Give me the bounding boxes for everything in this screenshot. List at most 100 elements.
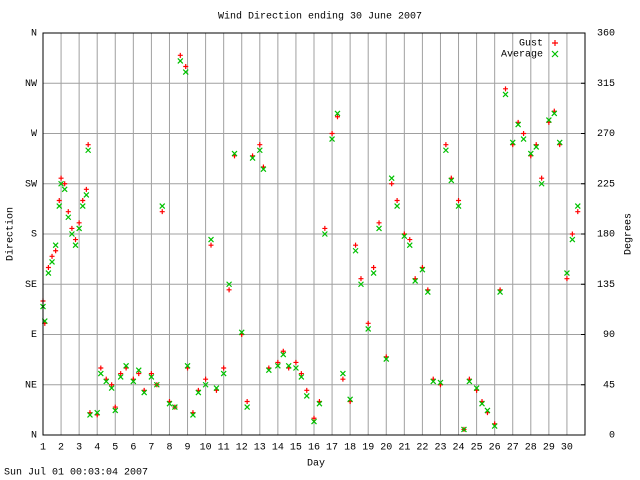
point bbox=[68, 231, 75, 237]
x-tick-label: 2 bbox=[58, 443, 64, 454]
point bbox=[569, 236, 576, 243]
point bbox=[388, 175, 395, 182]
x-tick-label: 22 bbox=[416, 443, 428, 454]
point bbox=[83, 186, 89, 192]
point bbox=[303, 392, 310, 399]
point bbox=[533, 143, 540, 150]
point bbox=[424, 289, 431, 295]
point bbox=[61, 186, 68, 193]
point bbox=[479, 400, 485, 407]
point bbox=[275, 359, 281, 365]
x-tick-label: 6 bbox=[130, 443, 136, 454]
point bbox=[45, 270, 52, 277]
y-tick-label: W bbox=[31, 129, 37, 140]
point bbox=[538, 180, 545, 187]
timestamp: Sun Jul 01 00:03:04 2007 bbox=[4, 467, 148, 479]
point bbox=[334, 114, 340, 120]
point bbox=[443, 142, 449, 148]
point bbox=[238, 329, 245, 336]
x-axis-label: Day bbox=[307, 459, 325, 470]
point bbox=[183, 64, 189, 69]
point bbox=[112, 407, 119, 414]
x-tick-label: 21 bbox=[398, 443, 410, 454]
point bbox=[484, 407, 491, 414]
point bbox=[503, 86, 509, 92]
point bbox=[62, 181, 68, 187]
point bbox=[65, 209, 71, 215]
point bbox=[298, 371, 304, 377]
x-tick-label: 5 bbox=[112, 443, 118, 454]
point bbox=[371, 265, 377, 270]
point bbox=[401, 233, 408, 240]
point bbox=[437, 379, 444, 386]
point bbox=[285, 362, 292, 369]
x-tick-label: 8 bbox=[166, 443, 172, 454]
y-tick-label: N bbox=[31, 431, 37, 442]
point bbox=[527, 150, 534, 157]
x-tick-label: 14 bbox=[272, 443, 284, 454]
point bbox=[280, 348, 286, 354]
x-tick-label: 18 bbox=[344, 443, 356, 454]
point bbox=[407, 237, 413, 243]
y2-tick-label: 360 bbox=[597, 29, 615, 40]
x-tick-label: 29 bbox=[543, 443, 555, 454]
point bbox=[123, 362, 130, 369]
point bbox=[80, 198, 86, 203]
point bbox=[195, 389, 202, 396]
point bbox=[394, 198, 400, 203]
x-tick-label: 24 bbox=[453, 443, 465, 454]
point bbox=[509, 139, 516, 146]
y2-tick-label: 315 bbox=[597, 79, 615, 90]
x-tick-label: 23 bbox=[434, 443, 446, 454]
series bbox=[40, 57, 581, 433]
point bbox=[148, 374, 155, 380]
point bbox=[231, 150, 238, 157]
point bbox=[430, 378, 437, 385]
point bbox=[304, 387, 310, 393]
y2-tick-label: 45 bbox=[603, 380, 615, 391]
point bbox=[321, 231, 328, 237]
point bbox=[103, 378, 110, 385]
point bbox=[370, 270, 377, 277]
point bbox=[280, 351, 287, 358]
x-tick-label: 25 bbox=[471, 443, 483, 454]
y-tick-label: SW bbox=[25, 179, 37, 190]
point bbox=[442, 147, 449, 154]
point bbox=[352, 247, 359, 254]
point bbox=[365, 325, 372, 332]
point bbox=[208, 236, 214, 243]
point bbox=[265, 367, 272, 374]
point bbox=[564, 270, 570, 277]
point bbox=[575, 209, 581, 215]
point bbox=[551, 110, 558, 117]
point bbox=[184, 362, 191, 369]
point bbox=[322, 225, 328, 231]
point bbox=[97, 370, 104, 377]
point bbox=[56, 198, 62, 203]
point bbox=[316, 400, 323, 407]
point bbox=[311, 418, 317, 425]
point bbox=[166, 400, 173, 407]
point bbox=[274, 362, 281, 369]
point bbox=[56, 203, 63, 210]
point bbox=[461, 426, 467, 433]
point bbox=[256, 147, 263, 154]
point bbox=[244, 399, 250, 404]
point bbox=[190, 411, 196, 418]
y2-tick-label: 90 bbox=[603, 330, 615, 341]
point bbox=[293, 359, 299, 365]
point bbox=[109, 382, 115, 388]
point bbox=[226, 281, 233, 288]
point bbox=[49, 258, 55, 265]
point bbox=[94, 409, 101, 416]
point bbox=[148, 371, 154, 377]
x-tick-label: 4 bbox=[94, 443, 100, 454]
point bbox=[497, 289, 504, 295]
point bbox=[53, 248, 59, 254]
y2-tick-label: 270 bbox=[597, 129, 615, 140]
point bbox=[87, 411, 93, 418]
point bbox=[141, 389, 148, 396]
x-tick-label: 19 bbox=[362, 443, 374, 454]
x-tick-label: 1 bbox=[40, 443, 46, 454]
point bbox=[58, 180, 64, 187]
